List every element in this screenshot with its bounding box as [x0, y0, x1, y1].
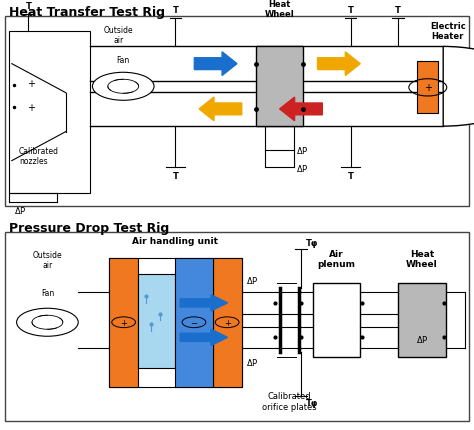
Text: Tφ: Tφ — [306, 398, 318, 407]
Text: −: − — [191, 318, 198, 327]
Text: $\Delta$P: $\Delta$P — [14, 204, 27, 215]
Circle shape — [92, 73, 154, 101]
Text: Calibrated
orifice plates: Calibrated orifice plates — [262, 391, 317, 411]
Text: Heat
Wheel: Heat Wheel — [406, 249, 438, 269]
Text: Fan: Fan — [41, 289, 54, 298]
Text: T: T — [395, 6, 401, 15]
FancyArrow shape — [199, 98, 242, 121]
Text: T: T — [348, 6, 354, 15]
Text: Heat Transfer Test Rig: Heat Transfer Test Rig — [9, 6, 165, 19]
Bar — [5, 232, 469, 421]
Bar — [109, 258, 138, 387]
Bar — [175, 258, 212, 387]
Bar — [9, 32, 90, 194]
Bar — [138, 275, 175, 368]
Text: +: + — [224, 318, 230, 327]
Text: T: T — [26, 2, 31, 11]
Text: $\Delta$P: $\Delta$P — [246, 356, 259, 367]
Text: +: + — [27, 79, 35, 89]
Text: Pressure Drop Test Rig: Pressure Drop Test Rig — [9, 221, 170, 234]
Bar — [109, 258, 242, 387]
Wedge shape — [443, 47, 474, 127]
Bar — [256, 47, 303, 127]
Text: +: + — [27, 102, 35, 113]
Text: T: T — [173, 6, 178, 15]
Bar — [313, 284, 360, 357]
Bar — [417, 62, 438, 114]
Text: Fan: Fan — [117, 55, 130, 64]
Text: Air handling unit: Air handling unit — [132, 236, 219, 245]
FancyArrow shape — [180, 329, 228, 346]
Text: Calibrated
nozzles: Calibrated nozzles — [19, 146, 59, 166]
FancyArrow shape — [194, 52, 237, 77]
Text: $\Delta$P: $\Delta$P — [296, 145, 309, 156]
Text: +: + — [424, 83, 432, 93]
Circle shape — [17, 309, 78, 336]
Text: Air
plenum: Air plenum — [318, 249, 356, 269]
Bar — [212, 258, 242, 387]
Bar — [5, 17, 469, 206]
Text: $\Delta$P: $\Delta$P — [246, 274, 259, 285]
FancyArrow shape — [280, 98, 322, 121]
Text: T: T — [173, 172, 178, 181]
Text: Tφ: Tφ — [306, 238, 318, 247]
Text: $\Delta$P: $\Delta$P — [416, 333, 428, 344]
Bar — [398, 284, 446, 357]
Text: Electric
Heater: Electric Heater — [430, 22, 466, 41]
Text: $\Delta$P: $\Delta$P — [296, 162, 309, 173]
Text: T: T — [348, 172, 354, 181]
FancyArrow shape — [318, 52, 360, 77]
Text: Outside
air: Outside air — [104, 26, 133, 45]
Text: Outside
air: Outside air — [33, 250, 62, 270]
Text: +: + — [120, 318, 127, 327]
Text: Heat
Wheel: Heat Wheel — [265, 0, 294, 19]
FancyArrow shape — [180, 295, 228, 311]
